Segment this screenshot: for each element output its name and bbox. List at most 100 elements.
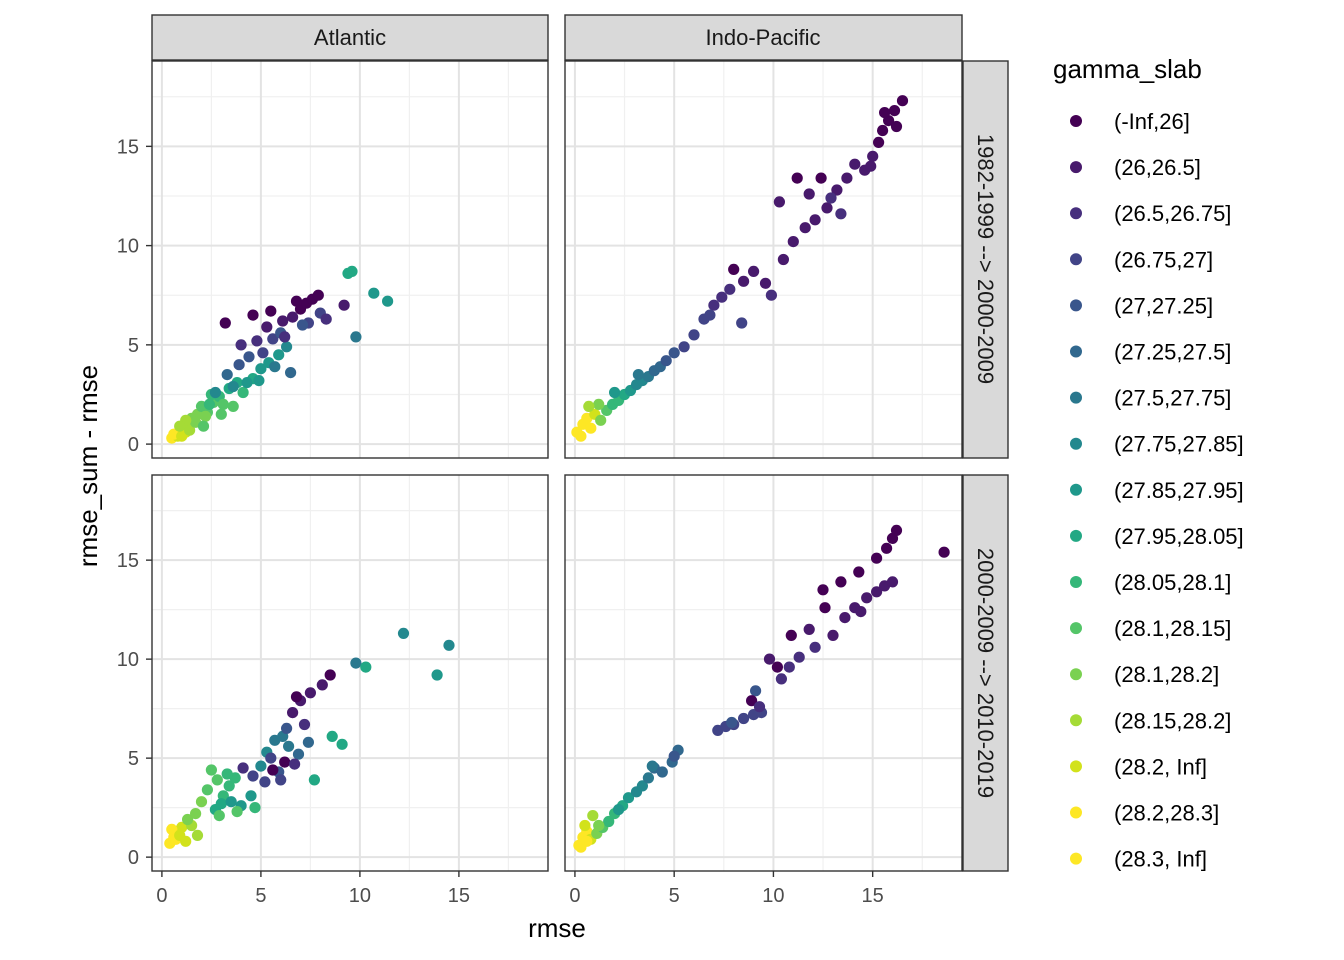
data-point [716, 291, 728, 303]
data-point [235, 339, 247, 351]
data-point [809, 641, 821, 653]
data-point [324, 669, 336, 681]
legend: gamma_slab (-Inf,26] (26,26.5] (26.5,26.75… [1053, 54, 1244, 872]
data-point [656, 766, 668, 778]
data-point [267, 333, 279, 345]
data-point [223, 780, 235, 792]
data-point [853, 566, 865, 578]
data-point [296, 319, 309, 331]
col-strip-indo-pacific [564, 14, 963, 61]
x-tick-label: 5 [255, 885, 266, 907]
data-point [184, 424, 196, 436]
legend-label: (27.5,27.75] [1114, 386, 1231, 411]
data-point [865, 160, 877, 172]
legend-label: (27.95,28.05] [1114, 524, 1244, 549]
legend-key [1070, 576, 1082, 588]
legend-label: (26.5,26.75] [1114, 201, 1231, 226]
legend-title: gamma_slab [1053, 54, 1202, 84]
data-point [583, 400, 595, 412]
legend-key [1070, 483, 1082, 496]
x-tick-label: 0 [569, 885, 580, 907]
legend-label: (-Inf,26] [1114, 109, 1190, 134]
legend-key [1070, 345, 1082, 358]
data-point [799, 222, 811, 234]
data-point [793, 651, 805, 663]
data-point [585, 422, 597, 434]
data-point [265, 752, 277, 764]
data-point [203, 398, 215, 410]
data-point [622, 792, 635, 804]
data-point [595, 414, 607, 426]
legend-label: (28.1,28.2] [1114, 662, 1219, 687]
data-point [350, 331, 362, 343]
data-point [336, 738, 348, 750]
data-point [259, 776, 271, 788]
data-point [217, 398, 229, 410]
data-point [728, 263, 740, 275]
data-point [302, 736, 314, 748]
data-point [783, 661, 795, 673]
data-point [660, 355, 672, 367]
data-point [855, 606, 867, 618]
data-point [587, 810, 599, 822]
data-point [775, 673, 788, 685]
data-point [182, 813, 194, 826]
data-point [215, 798, 227, 810]
data-point [231, 806, 243, 818]
data-point [753, 701, 766, 713]
data-point [636, 780, 649, 792]
y-tick-label: 10 [117, 649, 139, 671]
data-point [803, 623, 815, 636]
data-point [763, 653, 776, 665]
data-point [593, 398, 605, 410]
legend-key [1070, 207, 1082, 220]
data-point [678, 341, 690, 353]
x-axis-title: rmse [528, 913, 586, 943]
axes-group: 0 5 10 15 0 5 10 15 0 5 10 15 0 5 10 15 [117, 136, 884, 907]
data-point [668, 750, 680, 762]
data-point [233, 359, 245, 371]
panel-1-1 [564, 474, 963, 872]
data-point [746, 695, 758, 707]
data-point [279, 756, 291, 768]
data-point [247, 309, 259, 321]
data-point [668, 347, 680, 359]
legend-key [1070, 115, 1082, 127]
legend-label: (28.15,28.2] [1114, 708, 1231, 733]
data-point [253, 375, 265, 387]
data-point [609, 386, 621, 399]
data-point [879, 107, 891, 119]
data-point [283, 740, 295, 752]
y-tick-label: 5 [128, 335, 139, 357]
data-point [809, 214, 821, 226]
data-point [195, 796, 208, 808]
data-point [197, 420, 210, 432]
legend-key [1070, 253, 1082, 266]
legend-key [1070, 622, 1082, 635]
data-point [251, 335, 263, 347]
data-point [247, 770, 259, 782]
x-tick-label: 10 [349, 885, 371, 907]
data-point [211, 774, 223, 786]
legend-key [1070, 437, 1082, 450]
data-point [382, 295, 394, 307]
panel-0-0 [151, 60, 549, 459]
data-point [817, 584, 829, 596]
y-tick-label: 10 [117, 236, 139, 258]
data-point [255, 760, 267, 772]
data-point [201, 784, 213, 796]
legend-key [1070, 668, 1082, 681]
data-point [603, 815, 615, 828]
y-axis-title: rmse_sum - rmse [73, 365, 103, 567]
data-point [338, 299, 350, 311]
y-tick-label: 5 [128, 748, 139, 770]
data-point [316, 679, 328, 691]
data-point [708, 299, 720, 311]
legend-label: (26.75,27] [1114, 247, 1213, 272]
row-strip-bottom [962, 474, 1009, 872]
data-point [825, 192, 837, 204]
data-point [281, 722, 293, 735]
data-point [279, 331, 291, 343]
data-point [726, 716, 738, 729]
